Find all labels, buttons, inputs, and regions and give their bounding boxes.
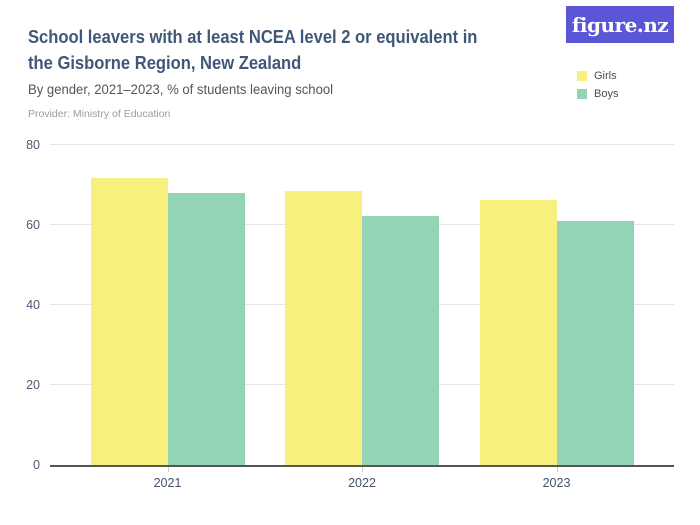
x-axis-tick-2022 (362, 467, 363, 472)
y-axis-label-80: 80 (26, 138, 40, 152)
bar-group-2022: 2022 (285, 145, 439, 490)
chart-header: School leavers with at least NCEA level … (28, 24, 573, 120)
x-axis-tick-2021 (167, 467, 169, 472)
bar-group-2021: 2021 (90, 145, 245, 490)
bar-boys-2023[interactable] (556, 221, 634, 465)
figure-nz-logo-text: figure.nz (571, 12, 669, 37)
y-axis-label-0: 0 (33, 458, 40, 472)
figure-nz-logo[interactable]: figure.nz (566, 6, 674, 43)
legend-item-boys: Boys (577, 85, 618, 103)
y-axis-label-60: 60 (26, 218, 40, 232)
x-axis-label-2023: 2023 (542, 476, 571, 490)
legend-swatch-boys (577, 89, 587, 99)
legend-label-boys: Boys (594, 88, 619, 100)
page-title-line-2: the Gisborne Region, New Zealand (28, 53, 302, 73)
x-axis-label-2021: 2021 (153, 476, 182, 490)
chart-subtitle: By gender, 2021–2023, % of students leav… (28, 82, 334, 97)
bar-group-2023: 2023 (479, 145, 634, 490)
legend-swatch-girls (577, 71, 587, 81)
chart-legend: Girls Boys (577, 67, 618, 103)
legend-label-girls: Girls (594, 70, 617, 82)
bar-chart-plot-area: 2021 2022 2023 (50, 144, 674, 490)
y-axis: 0 20 40 60 80 (0, 138, 40, 472)
gridline-80 (50, 144, 674, 145)
provider-note: Provider: Ministry of Education (28, 108, 171, 120)
legend-item-girls: Girls (577, 67, 618, 85)
bar-girls-2022[interactable] (285, 191, 362, 465)
bar-girls-2021[interactable] (90, 177, 168, 465)
bar-boys-2022[interactable] (362, 215, 439, 465)
bar-girls-2023[interactable] (479, 199, 557, 465)
page-title-line-1: School leavers with at least NCEA level … (28, 27, 478, 47)
x-axis-label-2022: 2022 (348, 476, 376, 490)
y-axis-label-20: 20 (26, 378, 40, 392)
y-axis-label-40: 40 (26, 298, 40, 312)
bar-boys-2021[interactable] (167, 193, 245, 465)
x-axis-tick-2023 (556, 467, 558, 472)
